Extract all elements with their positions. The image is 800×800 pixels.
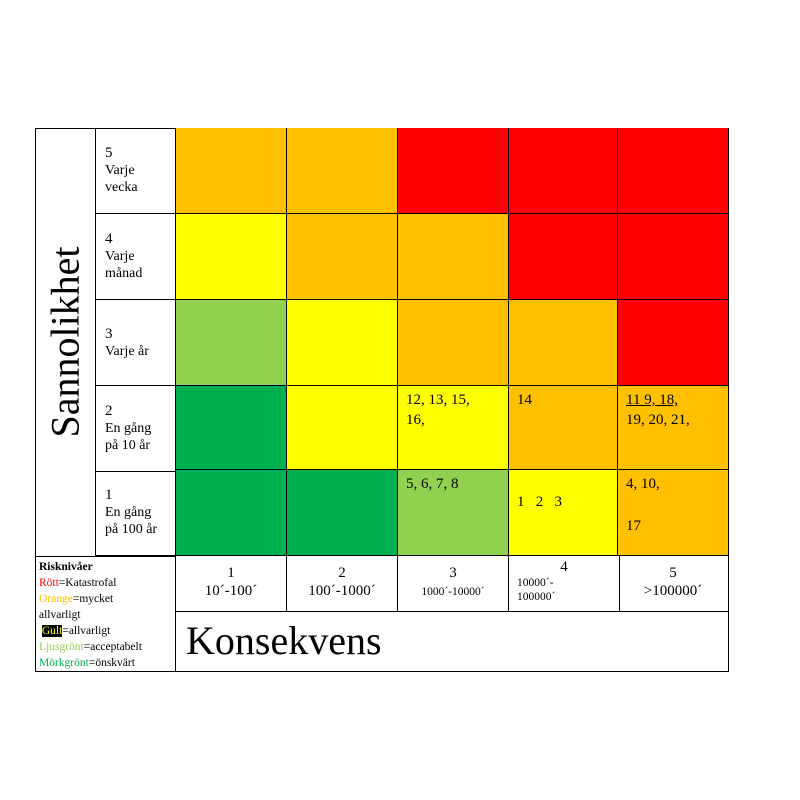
row-text-2: månad	[105, 266, 143, 281]
matrix-cell-r5-c5	[618, 128, 729, 214]
legend-dark-green: Mörkgrönt=önskvärt	[39, 655, 171, 671]
legend-orange-desc2: allvarligt	[39, 609, 81, 621]
legend-orange-word: Orange	[39, 593, 73, 605]
column-range: 100´-1000´	[308, 583, 376, 599]
column-header-1: 1 10´-100´	[176, 556, 287, 612]
row-number: 2	[105, 403, 113, 419]
row-text-1: En gång	[105, 505, 152, 520]
row-text-1: Varje	[105, 249, 135, 264]
risk-level-legend: Risknivåer Rött=Katastrofal Orange=mycke…	[35, 556, 176, 672]
legend-yellow: Gult=allvarligt	[39, 623, 171, 639]
row-text-2: vecka	[105, 180, 138, 195]
cell-risk-ids-line1: 4, 10,	[626, 476, 660, 492]
y-axis-label-cell	[35, 128, 96, 556]
row-label-1: 1 En gång på 100 år	[96, 470, 176, 556]
column-range-line1: 10000´-	[517, 577, 554, 589]
legend-lgreen-word: Ljusgrönt	[39, 641, 84, 653]
row-text-1: En gång	[105, 421, 152, 436]
row-label-4: 4 Varje månad	[96, 214, 176, 300]
x-axis-label: Konsekvens	[186, 618, 382, 663]
column-header-2: 2 100´-1000´	[287, 556, 398, 612]
row-number: 4	[105, 231, 113, 247]
row-label-3: 3 Varje år	[96, 300, 176, 386]
legend-light-green: Ljusgrönt=acceptabelt	[39, 639, 171, 655]
row-label-5: 5 Varje vecka	[96, 128, 176, 214]
matrix-cell-r1-c3: 5, 6, 7, 8	[398, 470, 509, 556]
matrix-cell-r3-c2	[287, 300, 398, 386]
row-text-2: på 100 år	[105, 522, 158, 537]
column-header-4: 4 10000´- 100000´	[509, 556, 620, 612]
matrix-cell-r3-c5	[618, 300, 729, 386]
row-number: 5	[105, 145, 113, 161]
matrix-cell-r1-c5: 4, 10, 17	[618, 470, 729, 556]
legend-orange: Orange=mycket	[39, 591, 171, 607]
cell-risk-ids-line1: 11 9, 18,	[626, 392, 678, 408]
legend-dgreen-desc: =önskvärt	[88, 657, 135, 669]
matrix-cell-r5-c2	[287, 128, 398, 214]
matrix-cell-r5-c3	[398, 128, 509, 214]
row-label-2: 2 En gång på 10 år	[96, 386, 176, 472]
matrix-cell-r2-c4: 14	[509, 386, 618, 470]
matrix-cell-r4-c5	[618, 214, 729, 300]
column-header-5: 5 >100000´	[618, 556, 729, 612]
matrix-cell-r5-c4	[509, 128, 618, 214]
matrix-cell-r3-c1	[176, 300, 287, 386]
column-number: 3	[449, 565, 457, 581]
matrix-cell-r2-c2	[287, 386, 398, 470]
column-header-3: 3 1000´-10000´	[398, 556, 509, 612]
matrix-cell-r2-c5: 11 9, 18, 19, 20, 21,	[618, 386, 729, 470]
y-axis-label: Sannolikhet	[42, 246, 88, 438]
matrix-cell-r1-c4: 1 2 3	[509, 470, 618, 556]
row-text-1: Varje år	[105, 343, 149, 359]
column-range: 1000´-10000´	[421, 586, 485, 598]
matrix-cell-r2-c1	[176, 386, 287, 470]
matrix-cell-r1-c2	[287, 470, 398, 556]
cell-risk-ids-line2: 17	[626, 518, 641, 534]
column-number: 5	[669, 565, 677, 581]
matrix-cell-r3-c3	[398, 300, 509, 386]
column-number: 2	[338, 565, 346, 581]
row-number: 3	[105, 325, 113, 342]
column-number: 1	[227, 565, 235, 581]
legend-red-desc: =Katastrofal	[58, 577, 117, 589]
legend-red: Rött=Katastrofal	[39, 575, 171, 591]
legend-dgreen-word: Mörkgrönt	[39, 657, 89, 669]
cell-risk-ids-line2: 16,	[406, 412, 425, 428]
legend-title: Risknivåer	[39, 561, 93, 573]
legend-yellow-desc: =allvarligt	[62, 625, 111, 637]
column-range-line2: 100000´	[517, 591, 556, 603]
legend-red-word: Rött	[39, 577, 59, 589]
cell-risk-ids: 14	[517, 392, 532, 408]
legend-yellow-word: Gult	[41, 625, 63, 637]
row-number: 1	[105, 487, 113, 503]
row-text-2: på 10 år	[105, 438, 151, 453]
matrix-cell-r5-c1	[176, 128, 287, 214]
cell-risk-ids: 1 2 3	[517, 494, 562, 510]
matrix-cell-r4-c2	[287, 214, 398, 300]
column-number: 4	[560, 559, 568, 575]
cell-risk-ids-line1: 12, 13, 15,	[406, 392, 470, 408]
legend-orange-desc: =mycket	[72, 593, 114, 605]
matrix-cell-r4-c1	[176, 214, 287, 300]
column-range: >100000´	[643, 583, 703, 599]
matrix-cell-r1-c1	[176, 470, 287, 556]
cell-risk-ids-line2: 19, 20, 21,	[626, 412, 690, 428]
matrix-cell-r2-c3: 12, 13, 15, 16,	[398, 386, 509, 470]
matrix-cell-r4-c3	[398, 214, 509, 300]
legend-lgreen-desc: =acceptabelt	[83, 641, 142, 653]
matrix-cell-r4-c4	[509, 214, 618, 300]
cell-risk-ids: 5, 6, 7, 8	[406, 476, 459, 492]
column-range: 10´-100´	[204, 583, 258, 599]
matrix-cell-r3-c4	[509, 300, 618, 386]
row-text-1: Varje	[105, 163, 135, 178]
